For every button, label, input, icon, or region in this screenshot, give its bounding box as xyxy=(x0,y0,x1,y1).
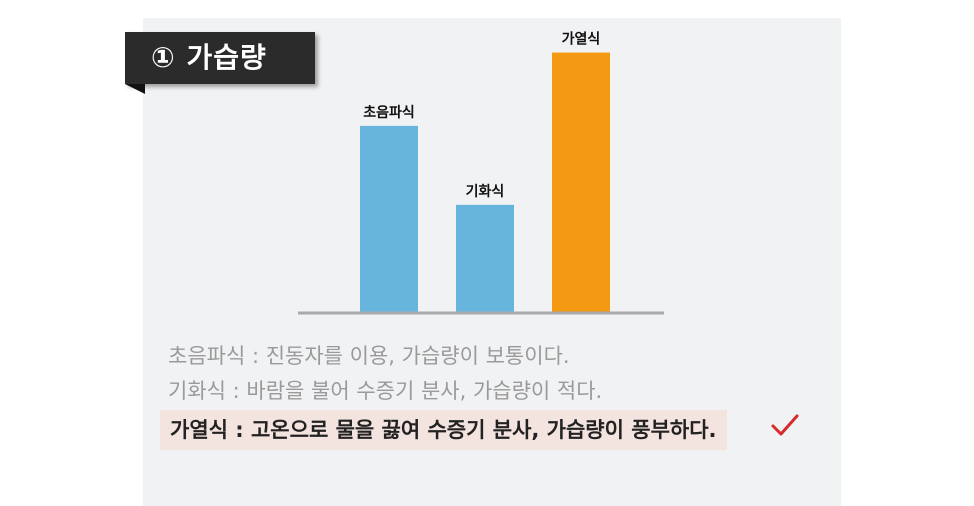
title-tab-tail xyxy=(125,84,145,94)
section-title: ① 가습량 xyxy=(151,41,267,74)
checkmark-icon xyxy=(771,414,799,436)
description-evaporative: 기화식 : 바람을 불어 수증기 분사, 가습량이 적다. xyxy=(168,379,603,403)
bar-label-2: 기화식 xyxy=(466,184,505,200)
section-title-tab: ① 가습량 xyxy=(125,32,315,94)
bar-label-3: 가열식 xyxy=(562,31,601,48)
bar-3 xyxy=(552,52,610,313)
description-heated-highlight: 가열식 : 고온으로 물을 끓여 수증기 분사, 가습량이 풍부하다. xyxy=(160,410,727,450)
bar-2 xyxy=(456,204,514,312)
bar-1 xyxy=(360,125,418,312)
bar-label-1: 초음파식 xyxy=(363,105,415,121)
description-ultrasonic: 초음파식 : 진동자를 이용, 가습량이 보통이다. xyxy=(168,344,570,368)
